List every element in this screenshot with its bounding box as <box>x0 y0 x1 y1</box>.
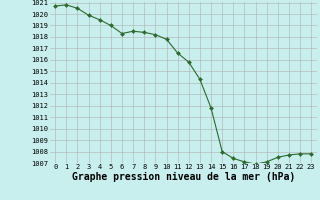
X-axis label: Graphe pression niveau de la mer (hPa): Graphe pression niveau de la mer (hPa) <box>72 172 295 182</box>
